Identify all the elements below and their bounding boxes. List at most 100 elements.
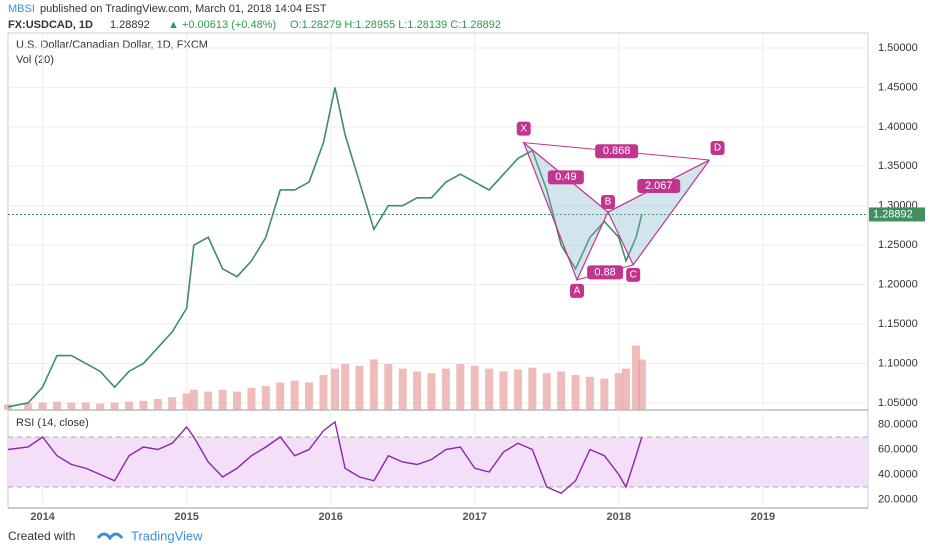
ratio-box (547, 170, 584, 185)
volume-bar (571, 375, 580, 410)
footer-brand: TradingView (131, 528, 203, 543)
chart-title: U.S. Dollar/Canadian Dollar, 1D, FXCM (16, 39, 208, 51)
volume-bar (355, 365, 364, 410)
y-tick-label: 1.15000 (878, 318, 918, 330)
ratio-box (637, 179, 681, 194)
rsi-line (7, 420, 643, 495)
volume-bar (398, 368, 407, 410)
publish-note: published on TradingView.com, March 01, … (40, 3, 327, 15)
volume-bar (542, 373, 551, 410)
rsi-tick-label: 80.0000 (878, 418, 918, 430)
volume-bar (470, 365, 479, 410)
volume-bar (153, 398, 162, 410)
y-tick-label: 1.35000 (878, 160, 918, 172)
volume-bar (384, 364, 393, 410)
volume-bar (247, 387, 256, 410)
volume-bar (319, 375, 328, 410)
rsi-band (8, 437, 868, 487)
volume-bar (96, 403, 105, 410)
volume-bar (427, 373, 436, 410)
y-tick-label: 1.05000 (878, 397, 918, 409)
y-tick-label: 1.50000 (878, 42, 918, 54)
pattern-point-label: C (630, 270, 637, 281)
volume-bar (204, 391, 213, 410)
x-tick-label: 2016 (318, 511, 342, 523)
volume-bar (139, 400, 148, 410)
pattern-point-box (570, 283, 585, 298)
x-tick-label: 2015 (174, 511, 198, 523)
volume-bar (413, 371, 422, 410)
y-tick-label: 1.20000 (878, 279, 918, 291)
volume-bar (24, 403, 33, 410)
volume-bar (52, 401, 61, 410)
x-tick-label: 2018 (607, 511, 631, 523)
volume-bar (276, 382, 285, 410)
rsi-tick-label: 40.0000 (878, 468, 918, 480)
rsi-tick-label: 20.0000 (878, 493, 918, 505)
volume-bar (189, 389, 198, 410)
volume-bar (637, 359, 646, 410)
volume-bar (621, 368, 630, 410)
volume-bar (81, 402, 90, 410)
pattern-point-box (626, 267, 641, 282)
ohlc: O:1.28279 H:1.28955 L:1.28139 C:1.28892 (290, 19, 501, 31)
volume-bar (38, 402, 47, 410)
ratio-label: 0.49 (555, 171, 576, 183)
volume-bar (125, 401, 134, 410)
x-tick-label: 2014 (30, 511, 55, 523)
volume-bar (600, 378, 609, 410)
volume-bar (182, 393, 191, 410)
volume-bar (485, 368, 494, 410)
volume-bar (456, 364, 465, 410)
volume-bar (513, 369, 522, 410)
pattern-point-box (600, 195, 615, 210)
volume-bar (290, 380, 299, 410)
volume-bar (557, 371, 566, 410)
volume-bar (218, 389, 227, 410)
volume-bar (441, 368, 450, 410)
ratio-box (587, 265, 624, 280)
volume-bar (341, 364, 350, 410)
x-tick-label: 2019 (751, 511, 775, 523)
volume-bar (369, 359, 378, 410)
x-tick-label: 2017 (462, 511, 486, 523)
ratio-label: 0.868 (603, 145, 631, 157)
pattern-point-label: B (605, 197, 612, 208)
price-line (7, 87, 643, 408)
volume-bar (67, 402, 76, 410)
pattern-point-label: A (574, 286, 581, 297)
volume-bar (4, 404, 12, 410)
rsi-title: RSI (14, close) (16, 417, 89, 429)
last-price-label: 1.28892 (873, 208, 913, 220)
volume-bar (305, 382, 314, 410)
ratio-label: 2.067 (645, 180, 673, 192)
volume-bar (110, 402, 119, 410)
last-price-box (869, 207, 925, 222)
volume-bar (499, 371, 508, 410)
volume-bar (168, 397, 177, 410)
price: 1.28892 (110, 19, 150, 31)
pattern-point-label: X (520, 123, 527, 134)
volume-bar (233, 391, 242, 410)
brand-logo (96, 532, 124, 541)
author: MBSI (8, 3, 35, 15)
volume-bar (331, 368, 340, 410)
footer-text: Created with (8, 529, 75, 543)
y-tick-label: 1.45000 (878, 81, 918, 93)
ratio-label: 0.88 (594, 266, 615, 278)
volume-bar (614, 373, 623, 410)
pattern-point-box (710, 140, 725, 155)
symbol: FX:USDCAD, 1D (8, 19, 93, 31)
pattern-point-label: D (714, 143, 721, 154)
pattern-point-box (516, 121, 531, 136)
volume-bar (632, 345, 641, 410)
ratio-box (595, 144, 639, 159)
volume-bar (528, 367, 537, 410)
volume-bar (585, 376, 594, 410)
change: ▲ +0.00613 (+0.48%) (168, 19, 276, 31)
y-tick-label: 1.10000 (878, 357, 918, 369)
volume-bar (261, 386, 270, 410)
volume-title: Vol (20) (16, 54, 54, 66)
y-tick-label: 1.25000 (878, 239, 918, 251)
